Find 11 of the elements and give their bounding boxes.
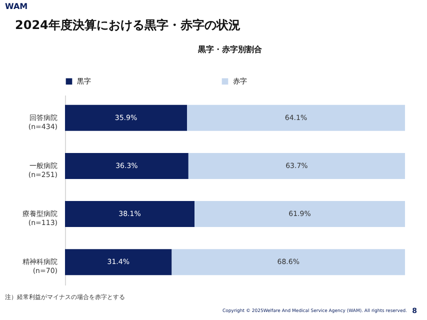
bar [194, 201, 405, 228]
bar [65, 249, 172, 276]
bar [65, 104, 188, 131]
chart-subtitle: 黒字・赤字別割合 [197, 44, 263, 54]
bar [188, 152, 405, 179]
text: WAM [5, 2, 28, 11]
bar [65, 152, 188, 179]
bar [172, 249, 405, 276]
bar [65, 201, 195, 228]
chart-title: 2024年度決算における黒字・赤字の状況 [15, 18, 240, 32]
bar [187, 104, 405, 131]
